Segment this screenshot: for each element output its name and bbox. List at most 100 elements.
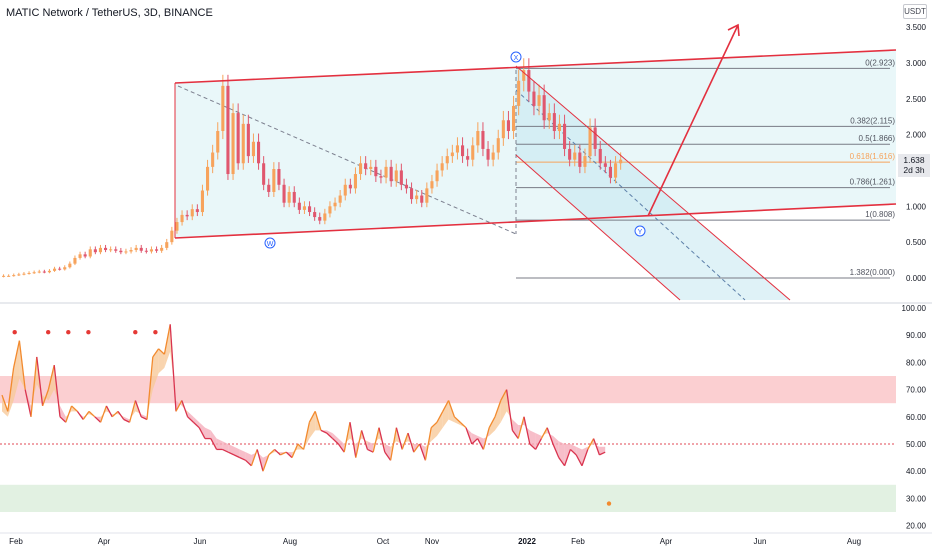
- channel-lower-line: [174, 203, 897, 239]
- time-axis-tick-9: Jun: [754, 537, 767, 546]
- rsi-line-segment: [297, 443, 305, 450]
- candle-body: [63, 267, 67, 270]
- rsi-fill-segment: [187, 411, 194, 423]
- rsi-fill-segment: [216, 438, 223, 450]
- rsi-line-segment: [326, 432, 334, 440]
- candle-body: [552, 113, 556, 132]
- candle-body: [394, 170, 398, 182]
- fib-label-3: 0.618(1.616): [850, 152, 896, 161]
- candle-body: [364, 163, 368, 170]
- candle-body: [450, 152, 454, 157]
- rsi-fill-segment: [576, 446, 582, 466]
- candle-body: [124, 251, 128, 253]
- rsi-axis-tick-4: 60.00: [906, 413, 927, 422]
- candle-body: [384, 166, 388, 178]
- candle-body: [542, 95, 546, 121]
- candle-body: [7, 275, 11, 277]
- rsi-line-segment: [285, 451, 293, 459]
- candle-body: [73, 257, 77, 264]
- rsi-line-segment: [395, 427, 403, 450]
- fib-label-6: 1.382(0.000): [850, 268, 896, 277]
- candle-body: [195, 209, 199, 213]
- price-axis-tick-2: 2.500: [906, 95, 927, 104]
- rsi-line-segment: [546, 427, 554, 445]
- candle-body: [410, 188, 414, 200]
- wave-label-y: Y: [638, 229, 643, 236]
- candle-body: [532, 91, 536, 106]
- candle-body: [522, 70, 526, 81]
- rsi-line-segment: [65, 405, 73, 423]
- time-axis-tick-2: Jun: [194, 537, 207, 546]
- rsi-line-segment: [274, 448, 281, 456]
- rsi-line-segment: [558, 457, 566, 467]
- candle-body: [68, 263, 72, 268]
- candle-body: [348, 184, 352, 189]
- candle-body: [221, 85, 225, 132]
- candle-body: [185, 214, 189, 217]
- rsi-fill-segment: [332, 433, 339, 444]
- wave-label-x: X: [514, 55, 519, 62]
- rsi-axis-tick-7: 30.00: [906, 494, 927, 503]
- fib-label-1: 0.382(2.115): [850, 116, 895, 125]
- candle-body: [486, 148, 490, 160]
- rsi-line-segment: [488, 416, 496, 428]
- chart-title: MATIC Network / TetherUS, 3D, BINANCE: [6, 7, 213, 19]
- candle-body: [491, 152, 495, 160]
- candle-body: [231, 113, 235, 175]
- candle-body: [598, 148, 602, 164]
- price-axis-tick-5: 1.000: [906, 202, 927, 211]
- candle-body: [129, 250, 133, 252]
- rsi-line-segment: [349, 422, 357, 458]
- rsi-line-segment: [442, 400, 450, 412]
- candle-body: [318, 217, 322, 221]
- candle-body: [399, 170, 403, 185]
- price-axis-tick-3: 2.000: [906, 131, 927, 140]
- rsi-line-segment: [105, 405, 113, 418]
- candle-body: [139, 247, 143, 251]
- candle-body: [170, 230, 174, 243]
- candle-body: [389, 166, 393, 182]
- rsi-line-segment: [111, 410, 119, 418]
- fib-label-5: 1(0.808): [865, 210, 895, 219]
- rsi-line-segment: [140, 416, 148, 421]
- wave-label-circle-x: [510, 51, 522, 63]
- candle-body: [272, 169, 276, 192]
- candle-body: [42, 271, 46, 273]
- candle-body: [37, 271, 41, 273]
- candle-body: [404, 184, 408, 189]
- candle-body: [251, 141, 255, 157]
- rsi-line-segment: [384, 451, 392, 461]
- bar-countdown: 2d 3h: [903, 165, 925, 175]
- candle-body: [190, 209, 194, 217]
- candle-body: [134, 247, 138, 251]
- projection-arrow-head: [727, 23, 740, 37]
- candle-body: [302, 206, 306, 210]
- candle-body: [17, 274, 21, 276]
- rsi-line-segment: [210, 438, 218, 450]
- rsi-line-segment: [308, 411, 316, 423]
- rsi-line-segment: [511, 430, 519, 439]
- currency-unit-button[interactable]: USDT: [903, 4, 927, 19]
- rsi-line-segment: [47, 364, 55, 390]
- candle-body: [211, 152, 215, 167]
- rsi-line-segment: [250, 449, 258, 466]
- candle-body: [359, 163, 363, 175]
- candle-body: [517, 80, 521, 106]
- candle-body: [200, 190, 204, 213]
- rsi-marker-dot-5: [153, 330, 158, 335]
- time-axis-tick-4: Oct: [377, 537, 390, 546]
- price-axis-tick-7: 0.000: [906, 274, 927, 283]
- candle-body: [98, 247, 102, 253]
- candle-body: [338, 195, 342, 203]
- candles-group: [2, 58, 623, 278]
- rsi-fill-segment: [384, 444, 391, 461]
- candle-body: [608, 166, 612, 178]
- wave-label-w: W: [267, 241, 274, 248]
- time-axis-tick-0: Feb: [9, 537, 23, 546]
- down-channel-lower: [515, 154, 681, 301]
- candle-body: [506, 120, 510, 132]
- rsi-marker-dot-3: [86, 330, 91, 335]
- rsi-line-segment: [343, 422, 351, 453]
